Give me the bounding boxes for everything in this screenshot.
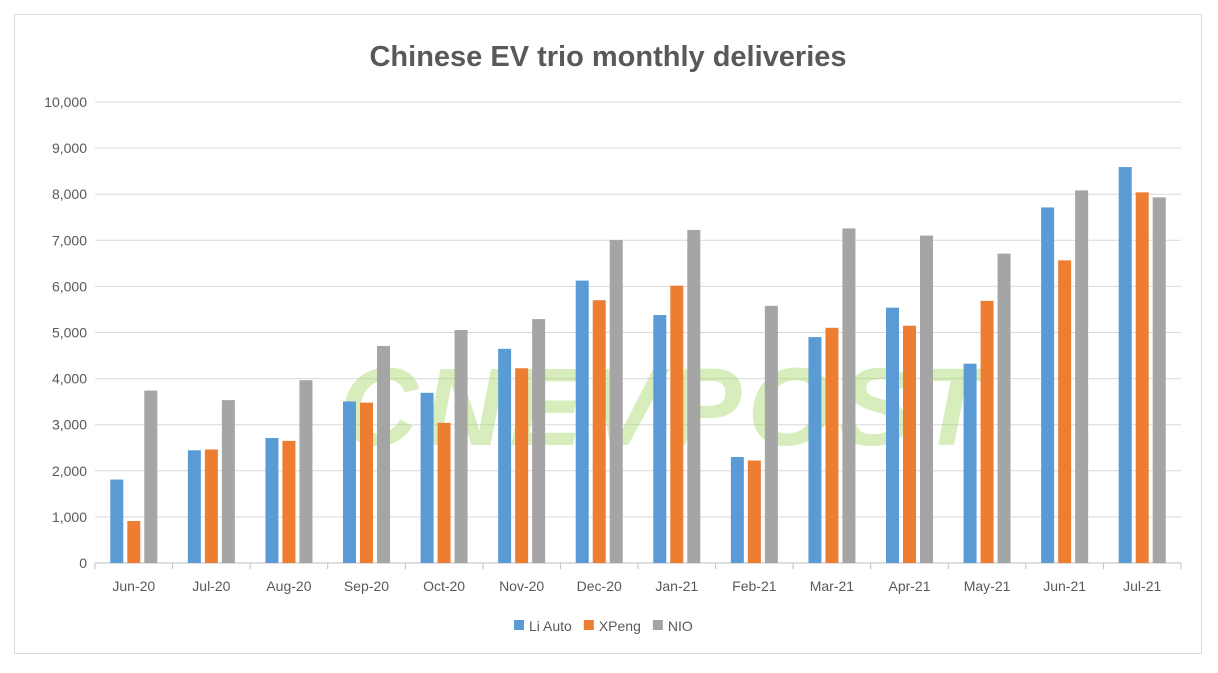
bar-li-auto xyxy=(420,392,434,563)
legend-label: XPeng xyxy=(599,618,641,634)
bar-nio xyxy=(377,345,390,563)
y-tick-label: 5,000 xyxy=(52,325,87,341)
bar-li-auto xyxy=(653,315,667,563)
x-tick-label: Nov-20 xyxy=(499,578,544,594)
legend-swatch xyxy=(514,620,524,630)
chart-frame xyxy=(14,14,1202,654)
bar-nio xyxy=(532,319,546,563)
y-tick-label: 7,000 xyxy=(52,232,87,248)
bar-xpeng xyxy=(360,402,373,563)
x-tick-label: Aug-20 xyxy=(266,578,311,594)
bar-xpeng xyxy=(592,300,606,563)
bar-xpeng xyxy=(204,449,218,563)
bar-li-auto xyxy=(343,401,356,563)
chart-title: Chinese EV trio monthly deliveries xyxy=(369,41,846,73)
y-tick-label: 10,000 xyxy=(44,94,87,110)
bar-nio xyxy=(299,380,313,563)
bar-li-auto xyxy=(498,348,512,563)
bar-xpeng xyxy=(127,521,141,563)
y-tick-label: 1,000 xyxy=(52,509,87,525)
y-tick-label: 3,000 xyxy=(52,417,87,433)
bar-nio xyxy=(1152,197,1166,563)
x-tick-label: Sep-20 xyxy=(344,578,389,594)
x-tick-label: Apr-21 xyxy=(888,578,930,594)
bar-nio xyxy=(687,229,701,564)
y-tick-label: 8,000 xyxy=(52,186,87,202)
bar-xpeng xyxy=(825,327,839,563)
bar-nio xyxy=(221,400,235,563)
bar-li-auto xyxy=(1118,167,1132,563)
y-tick-label: 4,000 xyxy=(52,371,87,387)
gridlines: 0 1,000 2,000 3,000 4,000 5,000 6,000 7,000 8,00… xyxy=(44,94,1181,571)
bar-nio xyxy=(1075,190,1089,563)
bar-nio xyxy=(144,390,158,563)
x-tick-label: Oct-20 xyxy=(423,578,465,594)
bar-xpeng xyxy=(515,368,529,563)
bar-li-auto xyxy=(1041,207,1055,563)
x-tick-label: Feb-21 xyxy=(732,578,777,594)
bar-xpeng xyxy=(1058,260,1072,563)
bar-li-auto xyxy=(808,337,822,563)
legend-label: NIO xyxy=(668,618,693,634)
bar-li-auto xyxy=(963,363,977,563)
y-tick-label: 6,000 xyxy=(52,278,87,294)
bar-xpeng xyxy=(437,422,451,563)
bar-nio xyxy=(764,305,778,563)
bar-li-auto xyxy=(187,450,201,563)
x-tick-label: Jun-20 xyxy=(112,578,155,594)
x-tick-label: May-21 xyxy=(964,578,1011,594)
x-tick-label: Jun-21 xyxy=(1043,578,1086,594)
legend-swatch xyxy=(583,620,594,630)
bar-nio xyxy=(920,235,933,564)
bars xyxy=(110,167,1166,564)
y-tick-label: 0 xyxy=(79,555,87,571)
x-tick-label: Mar-21 xyxy=(810,578,855,594)
bar-xpeng xyxy=(670,285,684,563)
bar-xpeng xyxy=(980,300,994,563)
x-tick-label: Dec-20 xyxy=(577,578,622,594)
bar-li-auto xyxy=(575,280,589,563)
bar-nio xyxy=(609,239,623,563)
y-tick-label: 2,000 xyxy=(52,463,87,479)
legend: Li Auto XPeng NIO xyxy=(514,618,693,634)
x-tick-label: Jul-21 xyxy=(1123,578,1161,594)
y-tick-label: 9,000 xyxy=(52,140,87,156)
x-tick-label: Jan-21 xyxy=(655,578,698,594)
legend-label: Li Auto xyxy=(529,618,572,634)
bar-nio xyxy=(997,253,1011,563)
x-tick-label: Jul-20 xyxy=(192,578,230,594)
bar-xpeng xyxy=(282,440,296,563)
bar-li-auto xyxy=(110,479,124,563)
bar-li-auto xyxy=(886,307,899,563)
bar-li-auto xyxy=(265,438,279,563)
x-axis-labels: Jun-20 Jul-20 Aug-20 Sep-20 Oct-20 Nov-20 Dec-… xyxy=(94,563,1182,594)
bar-li-auto xyxy=(730,456,744,563)
bar-xpeng xyxy=(903,325,916,563)
bar-nio xyxy=(454,329,468,563)
legend-swatch xyxy=(652,620,663,630)
bar-xpeng xyxy=(747,460,761,563)
bar-nio xyxy=(842,228,856,563)
bar-xpeng xyxy=(1135,192,1149,563)
